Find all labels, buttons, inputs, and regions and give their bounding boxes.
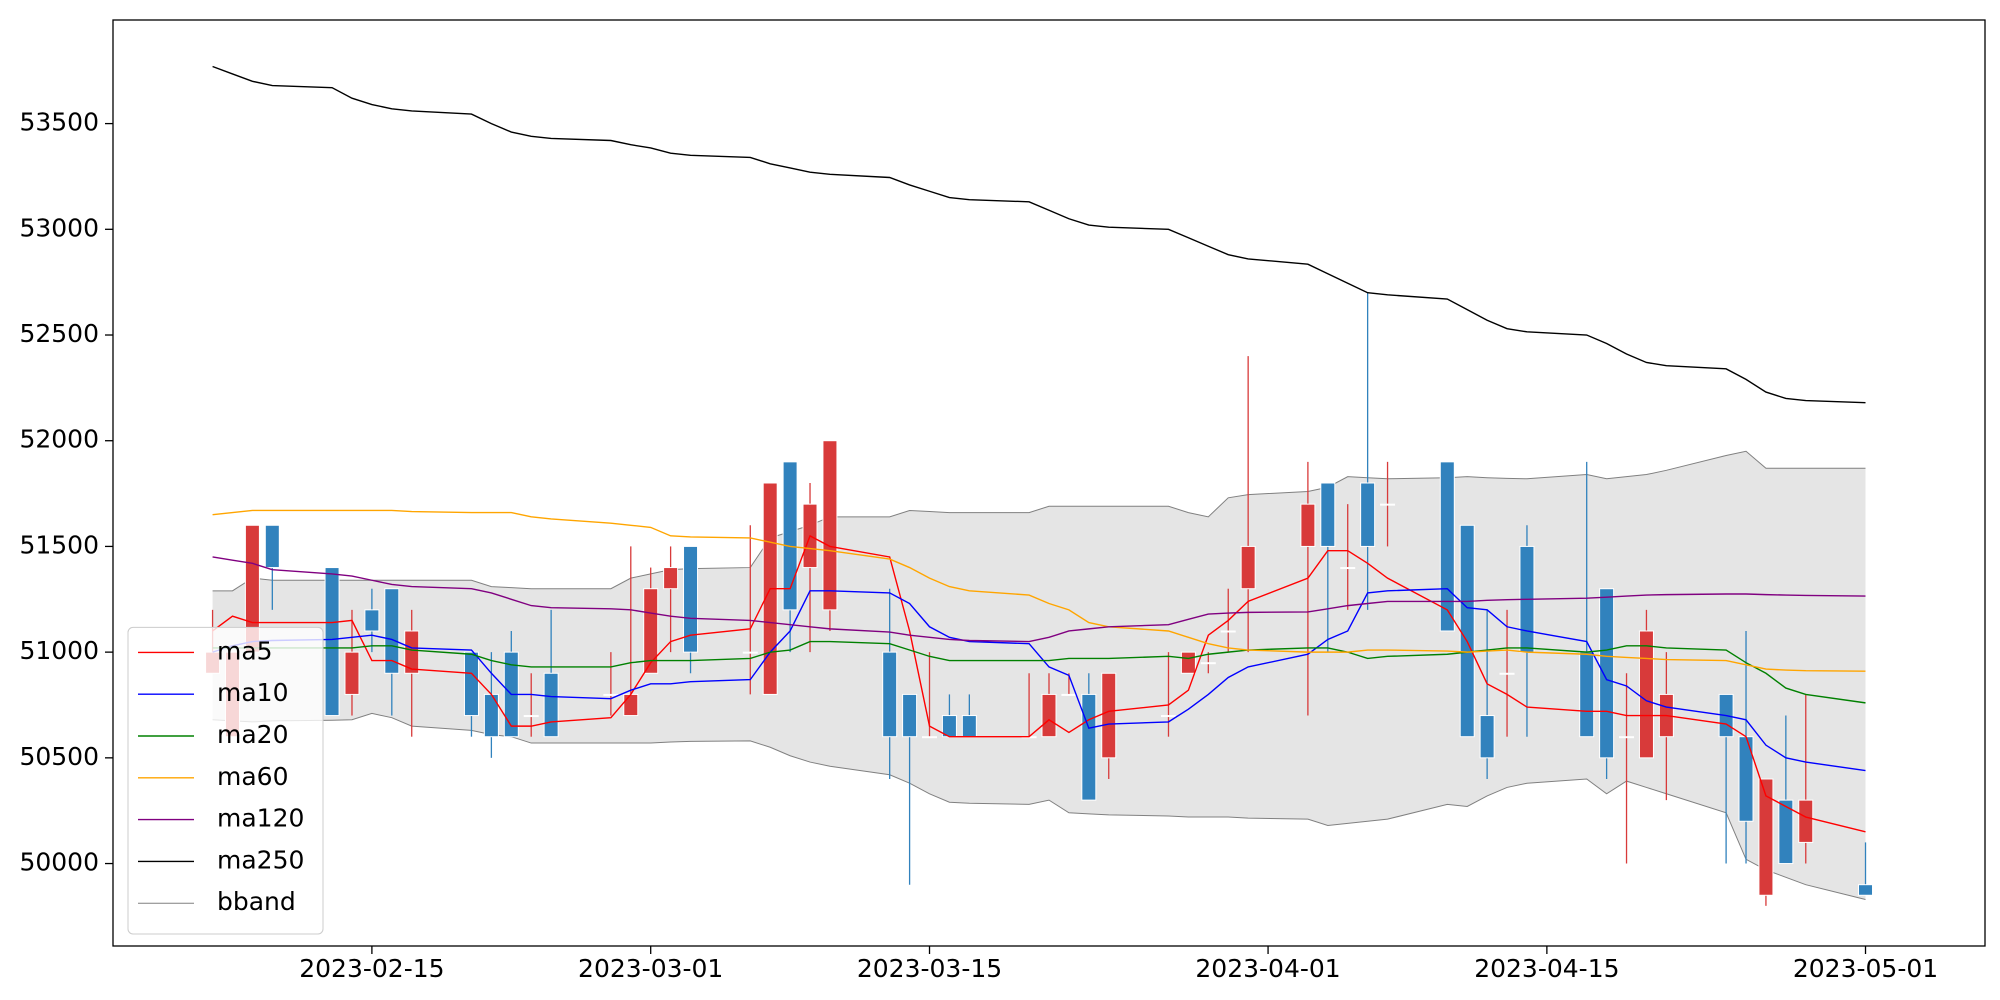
candle-body [1160,715,1176,718]
x-tick-label: 2023-03-15 [857,954,1002,983]
legend-label: ma250 [217,845,304,874]
ma-line [212,534,1866,833]
y-tick-label: 53500 [19,108,99,137]
candle-body [1240,545,1256,590]
candle-body [1439,461,1455,632]
legend-label: ma60 [217,762,288,791]
candle-body [1619,736,1635,739]
x-tick-label: 2023-04-15 [1474,954,1619,983]
candle-body [643,588,659,674]
y-tick-label: 52000 [19,425,99,454]
candle-body [782,461,798,611]
candle-body [1200,662,1216,665]
axes: 50000 50500 51000 51500 52000 52500 53000 53500… [19,108,1938,983]
candle-body [384,588,400,674]
plot-frame [112,19,1986,947]
candle-body [1340,567,1356,570]
candle-body [882,651,898,738]
candle-body [1360,482,1376,547]
candle-body [822,440,838,611]
candle-body [1101,672,1117,759]
bollinger-band [212,451,1866,900]
candle-body [663,567,679,590]
candle-body [1858,884,1874,896]
candle-body [1758,778,1774,896]
y-tick-label: 52500 [19,319,99,348]
ma-line [212,509,1866,672]
candle-body [1081,693,1097,801]
band-upper [212,450,1866,592]
y-tick-label: 50000 [19,848,99,877]
candle-body [1320,482,1336,547]
candle-body [1180,651,1196,674]
x-tick-label: 2023-05-01 [1793,954,1938,983]
x-tick-label: 2023-03-01 [578,954,723,983]
candle-body [404,630,420,674]
candle-body [1638,630,1654,759]
candle-body [344,651,360,695]
candle-body [742,651,758,654]
candle-body [683,545,699,653]
legend-label: ma120 [217,804,304,833]
ma-line [212,587,1866,772]
ma-line [212,65,1866,404]
legend-box [127,626,324,935]
candle-body [1778,799,1794,865]
candle-body [1499,672,1515,675]
candle-body [1599,588,1615,759]
candle-body [364,609,380,632]
legend-label: ma10 [217,678,288,707]
candle-body [1459,524,1475,738]
y-tick-label: 51000 [19,636,99,665]
candle-body [1220,630,1236,633]
legend-label: ma5 [217,636,273,665]
candle-body [324,567,340,717]
x-tick-label: 2023-02-15 [299,954,444,983]
candle-body [961,715,977,738]
y-tick-label: 53000 [19,213,99,242]
legend-label: ma20 [217,720,288,749]
candle-body [1798,799,1814,843]
candle-body [523,715,539,718]
candle-body [463,651,479,717]
legend-label: bband [217,887,296,916]
x-tick-label: 2023-04-01 [1195,954,1340,983]
candle-body [1380,503,1396,506]
candle-body [264,524,280,569]
candle-body [902,693,918,738]
legend: ma5 ma10 ma20 ma60 ma120 ma250 bband [127,626,324,935]
candle-body [483,693,499,738]
candle-body [543,672,559,738]
ma-line [212,556,1866,643]
candle-body [1300,503,1316,547]
candle-body [623,693,639,717]
candle-body [1479,715,1495,759]
candle-body [1041,693,1057,738]
candle-body [1579,651,1595,738]
y-tick-label: 51500 [19,530,99,559]
candle-body [603,693,619,696]
y-tick-label: 50500 [19,742,99,771]
candle-body [922,736,938,739]
plot-area [205,65,1874,906]
candle-body [1061,693,1077,696]
ma-line [212,640,1866,704]
